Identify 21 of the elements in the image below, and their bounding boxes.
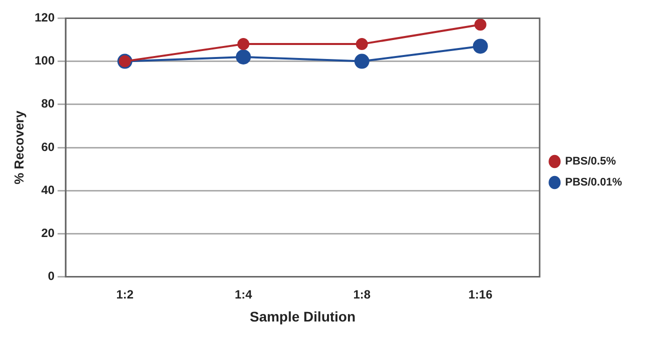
point bbox=[236, 49, 251, 64]
legend-label: PBS/0.01% bbox=[565, 176, 622, 189]
y-tick-label: 80 bbox=[41, 96, 55, 111]
y-tick-label: 0 bbox=[48, 269, 55, 284]
x-tick-label: 1:16 bbox=[468, 287, 493, 302]
point bbox=[356, 38, 368, 50]
y-tick-label: 100 bbox=[34, 54, 55, 68]
x-tick-label: 1:2 bbox=[116, 287, 134, 302]
point bbox=[472, 38, 488, 54]
point bbox=[474, 18, 486, 31]
x-tick-label: 1:8 bbox=[353, 287, 371, 302]
y-tick-label: 120 bbox=[34, 10, 55, 25]
point bbox=[354, 54, 370, 69]
y-tick-label: 40 bbox=[41, 182, 55, 197]
y-axis-title: % Recovery bbox=[11, 110, 26, 184]
x-tick-label: 1:4 bbox=[234, 287, 252, 302]
y-tick-label: 60 bbox=[41, 140, 55, 154]
y-tick-label: 20 bbox=[41, 226, 55, 240]
x-axis-title: Sample Dilution bbox=[250, 308, 356, 324]
legend-label: PBS/0.5% bbox=[565, 156, 616, 168]
point bbox=[237, 38, 250, 50]
